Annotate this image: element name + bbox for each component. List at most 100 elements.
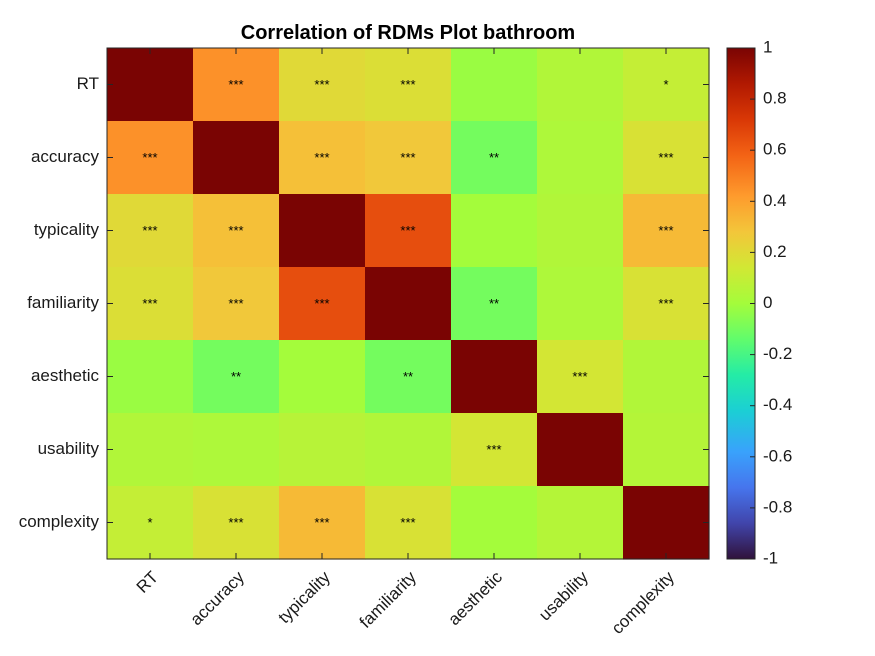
heatmap-cell: [623, 48, 710, 122]
heatmap-cell: [193, 267, 280, 341]
y-tick-labels: RT accuracy typicality familiarity aesthetic…: [19, 74, 100, 531]
colorbar-tick-label: -0.6: [763, 446, 792, 465]
heatmap-cell: [623, 121, 710, 195]
x-tick-label: familiarity: [356, 567, 421, 632]
significance-labels: *** *** *** **** *** *** ** ****** *** *** ****** *…: [142, 77, 673, 530]
heatmap-cell: [279, 48, 366, 122]
heatmap-cell: [623, 340, 710, 414]
heatmap-cell: [451, 48, 538, 122]
axis-ticks: [107, 48, 709, 559]
heatmap-cell: [537, 121, 624, 195]
heatmap-cell: [107, 48, 194, 122]
significance-label: *: [663, 77, 668, 92]
heatmap-cell: [623, 267, 710, 341]
significance-label: **: [489, 150, 499, 165]
heatmap-cell: [279, 340, 366, 414]
heatmap-cell: [537, 486, 624, 560]
heatmap-cell: [537, 194, 624, 268]
significance-label: ***: [400, 515, 415, 530]
x-tick-label: aesthetic: [444, 567, 506, 629]
heatmap-cell: [107, 194, 194, 268]
heatmap-cell: [451, 486, 538, 560]
chart-title: Correlation of RDMs Plot bathroom: [241, 22, 575, 44]
heatmap-cell: [451, 194, 538, 268]
y-tick-label: complexity: [19, 512, 100, 531]
heatmap-cell: [537, 48, 624, 122]
heatmap-cell: [451, 340, 538, 414]
heatmap-cell: [537, 413, 624, 487]
y-tick-label: typicality: [34, 220, 100, 239]
colorbar-tick-label: 0.2: [763, 242, 787, 261]
heatmap-cell: [537, 340, 624, 414]
heatmap-cell: [365, 413, 452, 487]
y-tick-label: accuracy: [31, 147, 100, 166]
heatmap-cell: [279, 194, 366, 268]
heatmap-cells: [107, 48, 710, 560]
colorbar-tick-label: -0.8: [763, 497, 792, 516]
heatmap-cell: [365, 267, 452, 341]
significance-label: ***: [400, 77, 415, 92]
heatmap-cell: [623, 486, 710, 560]
significance-label: *: [147, 515, 152, 530]
significance-label: ***: [486, 442, 501, 457]
heatmap-cell: [365, 121, 452, 195]
heatmap-cell: [193, 121, 280, 195]
x-tick-label: typicality: [274, 567, 334, 627]
heatmap-cell: [451, 267, 538, 341]
heatmap-cell: [107, 413, 194, 487]
heatmap-cell: [193, 413, 280, 487]
colorbar-tick-label: 0.4: [763, 191, 787, 210]
significance-label: ***: [142, 223, 157, 238]
heatmap-cell: [193, 340, 280, 414]
heatmap-cell: [365, 486, 452, 560]
y-tick-label: aesthetic: [31, 366, 100, 385]
heatmap-cell: [193, 486, 280, 560]
significance-label: **: [489, 296, 499, 311]
heatmap-cell: [279, 413, 366, 487]
heatmap-cell: [365, 194, 452, 268]
significance-label: ***: [228, 223, 243, 238]
significance-label: ***: [314, 150, 329, 165]
x-tick-label: RT: [133, 568, 162, 597]
heatmap-cell: [537, 267, 624, 341]
heatmap-cell: [279, 486, 366, 560]
significance-label: **: [231, 369, 241, 384]
heatmap-cell: [107, 267, 194, 341]
y-tick-label: usability: [38, 439, 100, 458]
colorbar-tick-label: 0: [763, 293, 772, 312]
significance-label: ***: [400, 150, 415, 165]
x-tick-labels: RT accuracy typicality familiarity aesthetic…: [133, 567, 679, 638]
x-tick-label: usability: [535, 567, 592, 624]
significance-label: ***: [314, 77, 329, 92]
y-tick-label: familiarity: [27, 293, 99, 312]
colorbar-tick-label: -0.4: [763, 395, 792, 414]
heatmap-cell: [451, 413, 538, 487]
significance-label: ***: [228, 77, 243, 92]
significance-label: ***: [228, 515, 243, 530]
heatmap-cell: [193, 48, 280, 122]
significance-label: ***: [400, 223, 415, 238]
colorbar-tick-label: 1: [763, 37, 772, 56]
heatmap-cell: [451, 121, 538, 195]
heatmap-cell: [107, 340, 194, 414]
significance-label: ***: [314, 296, 329, 311]
x-tick-label: accuracy: [186, 567, 248, 629]
heatmap-cell: [365, 48, 452, 122]
colorbar-tick-label: -1: [763, 548, 778, 567]
significance-label: ***: [142, 150, 157, 165]
heatmap-cell: [279, 267, 366, 341]
significance-label: ***: [658, 223, 673, 238]
y-tick-label: RT: [77, 74, 99, 93]
significance-label: ***: [228, 296, 243, 311]
heatmap-cell: [193, 194, 280, 268]
colorbar-tick-label: 0.8: [763, 89, 787, 108]
heatmap-cell: [107, 486, 194, 560]
significance-label: ***: [314, 515, 329, 530]
x-tick-label: complexity: [608, 567, 679, 638]
heatmap-cell: [623, 413, 710, 487]
significance-label: ***: [658, 150, 673, 165]
heatmap-cell: [107, 121, 194, 195]
significance-label: **: [403, 369, 413, 384]
significance-label: ***: [572, 369, 587, 384]
